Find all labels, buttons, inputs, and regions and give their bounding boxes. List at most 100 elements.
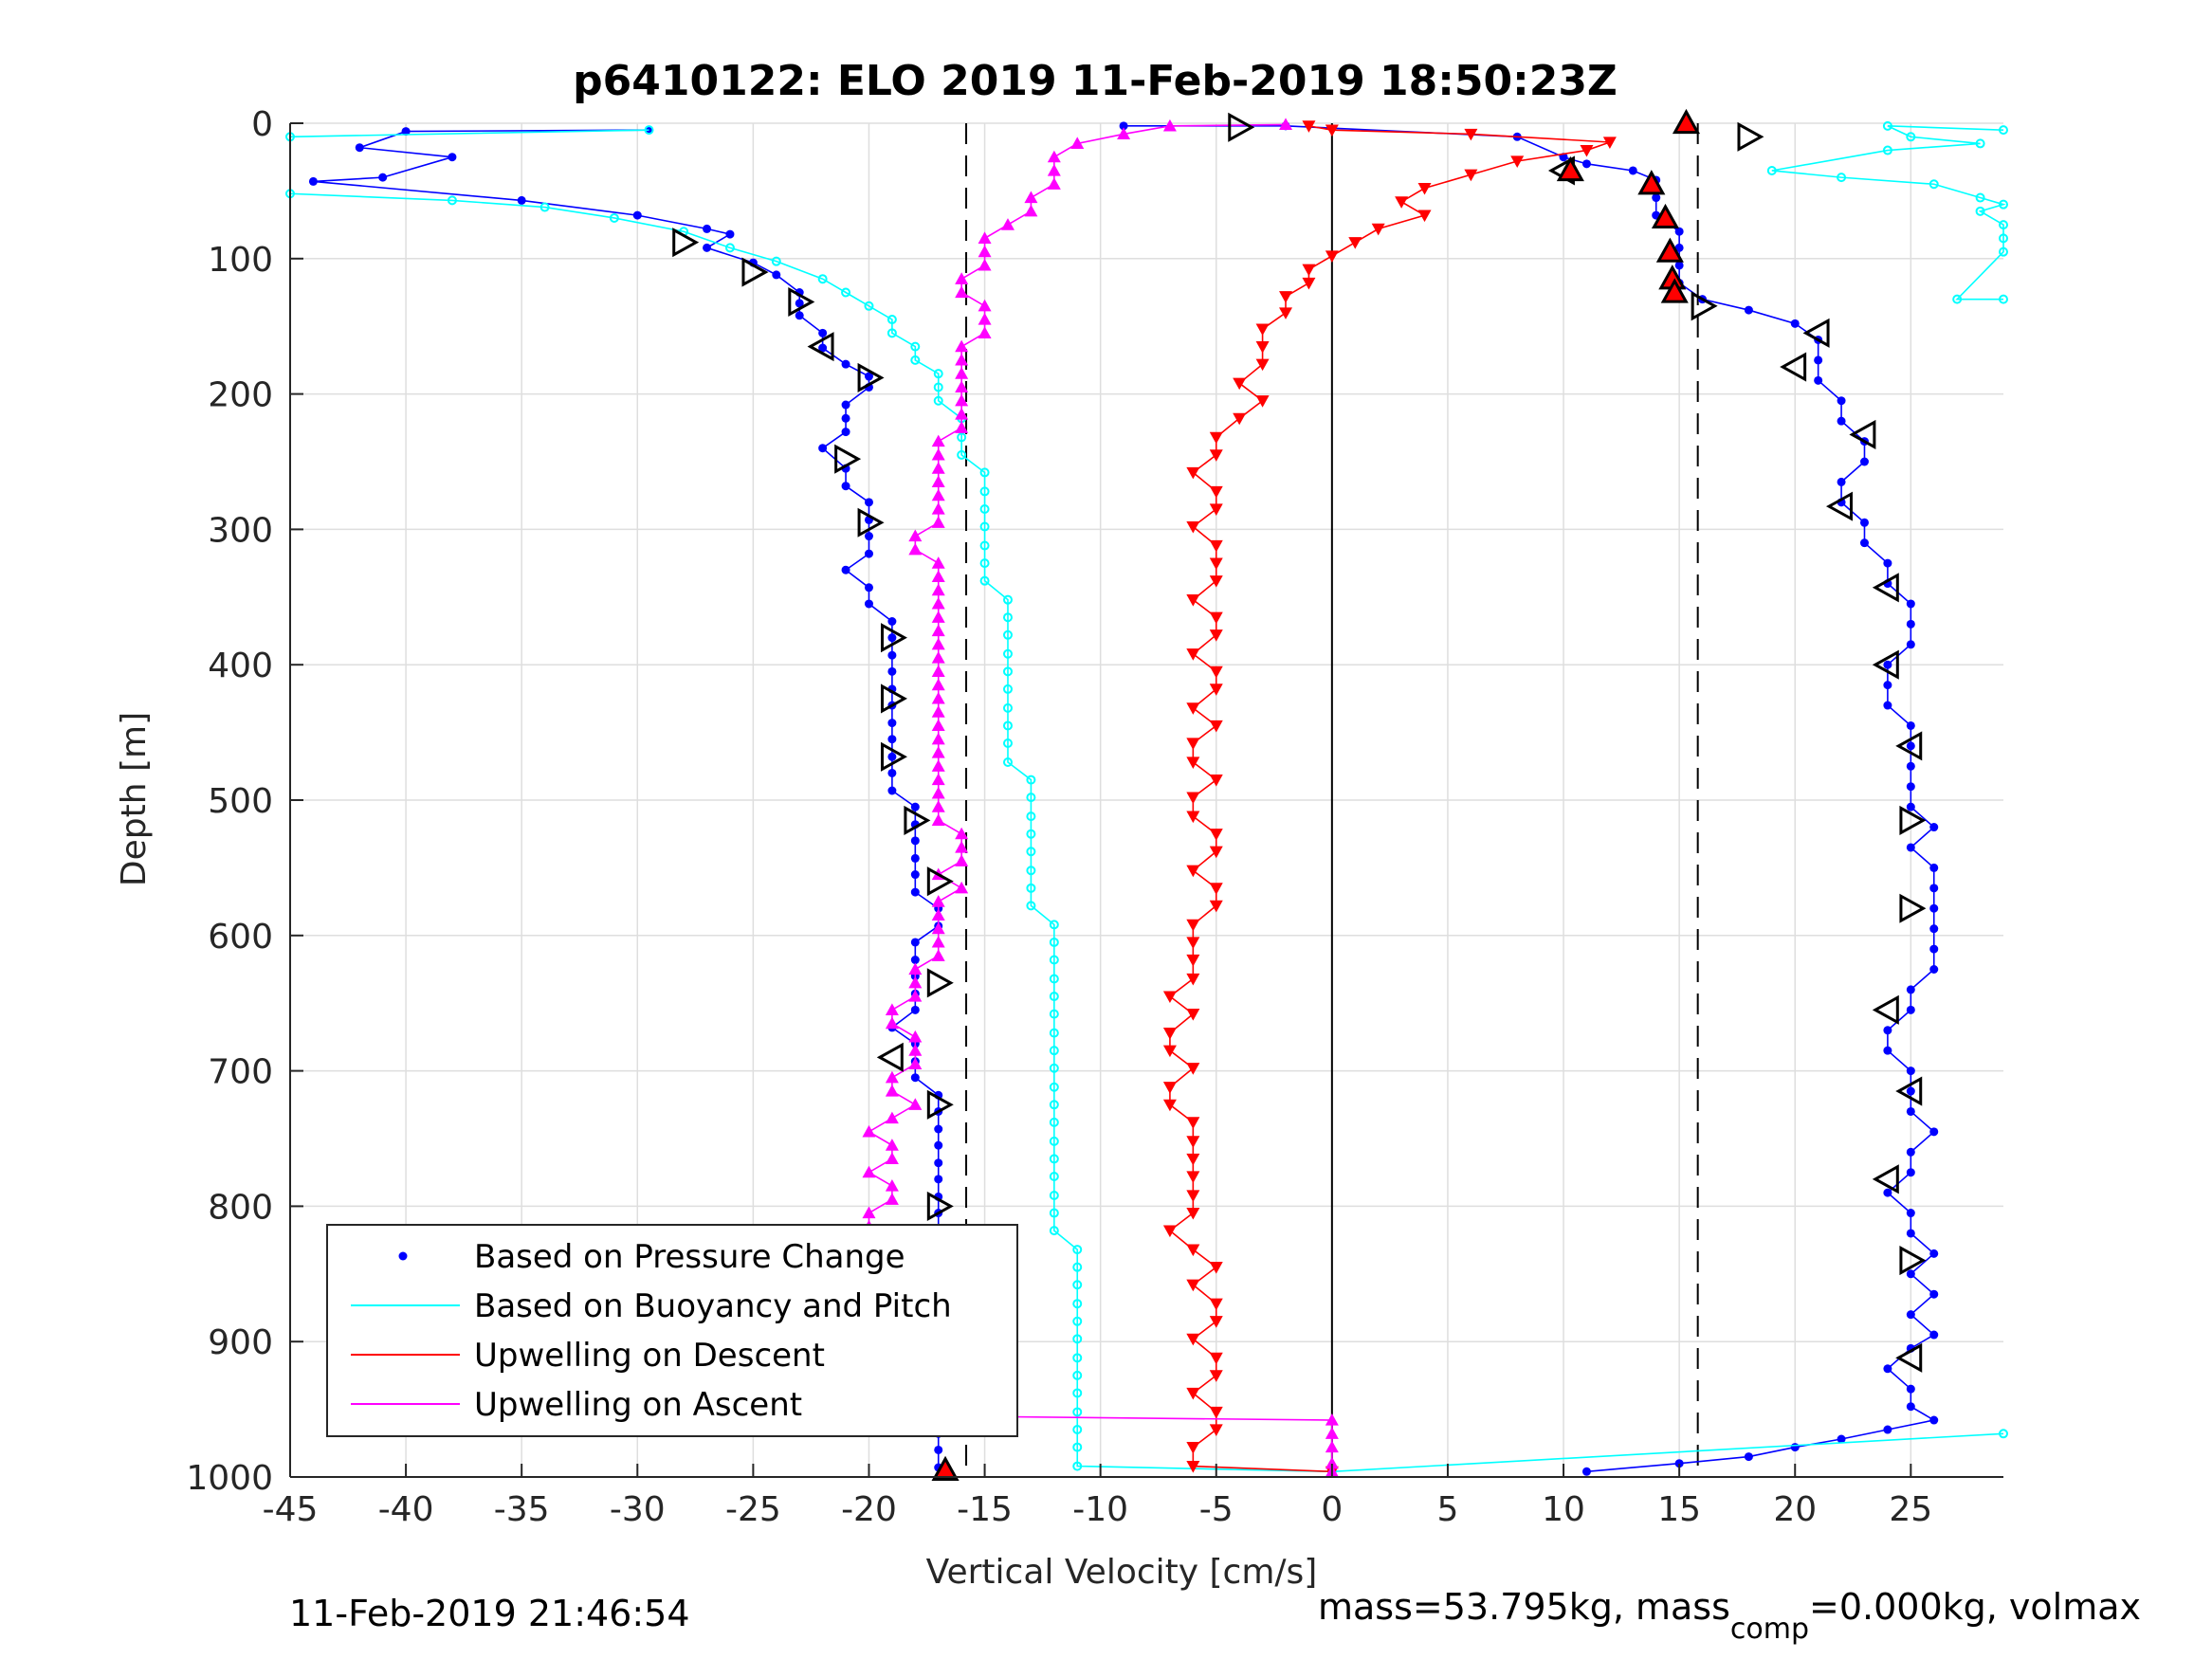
based-on-pressure-change-point — [841, 565, 850, 574]
upwelling-on-ascent-point — [931, 759, 945, 772]
y-tick-label: 200 — [208, 376, 273, 415]
upwelling-on-ascent-point — [931, 475, 945, 488]
based-on-buoyancy-and-pitch-point — [1999, 233, 2008, 244]
upwelling-on-descent-point — [1186, 648, 1200, 661]
based-on-pressure-change-point — [1581, 1467, 1591, 1476]
based-on-pressure-change-point — [1837, 416, 1846, 426]
legend-based-on-buoyancy-and-pitch-label: Based on Buoyancy and Pitch — [474, 1287, 952, 1325]
upwelling-on-descent-point — [1209, 539, 1223, 553]
upwelling-on-descent-point — [1209, 1424, 1223, 1437]
upwelling-on-descent-point — [1209, 900, 1223, 913]
based-on-buoyancy-and-pitch-point — [1026, 793, 1036, 803]
based-on-buoyancy-and-pitch-point — [1002, 720, 1013, 731]
upwelling-on-descent-point — [1162, 1082, 1177, 1094]
based-on-pressure-change-point — [887, 719, 897, 728]
based-on-pressure-change-point — [1906, 1402, 1915, 1412]
upwelling-on-descent-point — [1417, 182, 1432, 195]
upwelling-on-descent-point — [1186, 702, 1200, 715]
based-on-buoyancy-and-pitch-point — [887, 315, 897, 325]
upwelling-on-descent-point — [1209, 1262, 1223, 1274]
upwelling-on-ascent-point — [885, 1085, 899, 1097]
based-on-pressure-change-point — [910, 956, 920, 965]
based-on-pressure-change-point — [1674, 261, 1684, 270]
x-tick-label: -45 — [263, 1490, 319, 1529]
mass-footer-subscript: comp — [1730, 1613, 1809, 1646]
based-on-pressure-change-point — [1929, 1415, 1939, 1425]
y-tick-label: 900 — [208, 1323, 273, 1362]
x-tick-label: 0 — [1321, 1490, 1343, 1529]
upwelling-on-ascent-point — [978, 313, 992, 325]
based-on-pressure-change-point — [703, 243, 712, 252]
upwelling-on-ascent-point — [1279, 118, 1293, 131]
based-on-pressure-change-point — [517, 195, 526, 205]
marker-set-4-point — [926, 1191, 954, 1221]
marker-set-4-point — [880, 741, 907, 772]
upwelling-on-ascent-point — [978, 245, 992, 258]
based-on-pressure-change-point — [1883, 1364, 1892, 1374]
upwelling-on-descent-point — [1209, 1370, 1223, 1382]
based-on-buoyancy-and-pitch-point — [1882, 145, 1892, 155]
upwelling-on-ascent-point — [955, 367, 969, 379]
upwelling-on-descent-point — [1302, 264, 1316, 277]
based-on-pressure-change-point — [401, 127, 411, 137]
based-on-buoyancy-and-pitch-point — [1072, 1245, 1083, 1255]
based-on-buoyancy-and-pitch-point — [1049, 1046, 1059, 1056]
based-on-pressure-change-point — [910, 938, 920, 947]
based-on-buoyancy-and-pitch-point — [1049, 1100, 1059, 1110]
based-on-pressure-change-point — [1883, 1425, 1892, 1434]
based-on-buoyancy-and-pitch-point — [1049, 1117, 1059, 1127]
based-on-buoyancy-and-pitch-point — [1002, 702, 1013, 713]
based-on-buoyancy-and-pitch-point — [1049, 955, 1059, 965]
based-on-pressure-change-point — [910, 853, 920, 863]
based-on-buoyancy-and-pitch-point — [1049, 1009, 1059, 1019]
based-on-buoyancy-and-pitch-point — [1049, 1028, 1059, 1038]
based-on-buoyancy-and-pitch-point — [1049, 1082, 1059, 1092]
based-on-buoyancy-and-pitch-point — [1026, 811, 1036, 822]
based-on-pressure-change-point — [934, 1175, 943, 1184]
upwelling-on-descent-point — [1162, 1099, 1177, 1112]
upwelling-on-descent-point — [1325, 250, 1339, 263]
x-tick-label: -15 — [957, 1490, 1013, 1529]
upwelling-on-ascent-point — [931, 773, 945, 786]
based-on-pressure-change-point — [864, 372, 873, 381]
based-on-pressure-change-point — [1906, 1086, 1915, 1096]
based-on-buoyancy-and-pitch-point — [864, 301, 874, 311]
upwelling-on-ascent-point — [862, 1124, 876, 1138]
based-on-buoyancy-and-pitch-point — [1999, 125, 2008, 136]
based-on-pressure-change-point — [864, 583, 873, 592]
marker-set-4-point — [1737, 121, 1764, 152]
legend-based-on-pressure-change-swatch — [398, 1251, 408, 1261]
y-tick-label: 400 — [208, 647, 273, 685]
based-on-buoyancy-and-pitch-point — [1026, 866, 1036, 876]
based-on-pressure-change-point — [1929, 944, 1939, 954]
upwelling-on-descent-point — [1302, 120, 1316, 133]
x-tick-label: 5 — [1436, 1490, 1458, 1529]
based-on-pressure-change-point — [818, 343, 828, 353]
based-on-pressure-change-point — [1652, 193, 1661, 203]
upwelling-on-ascent-point — [885, 1016, 899, 1030]
based-on-pressure-change-point — [1906, 985, 1915, 994]
upwelling-on-descent-point — [1209, 684, 1223, 696]
upwelling-on-descent-point — [1417, 210, 1432, 223]
series-1 — [285, 120, 2008, 1477]
based-on-pressure-change-point — [887, 650, 897, 660]
upwelling-on-ascent-point — [955, 421, 969, 433]
upwelling-on-descent-point — [1186, 1063, 1200, 1075]
upwelling-on-descent-point — [1255, 358, 1270, 372]
marker-set-4-point — [857, 507, 885, 538]
based-on-buoyancy-and-pitch-point — [1975, 138, 1985, 149]
upwelling-on-ascent-point — [955, 272, 969, 284]
based-on-pressure-change-point — [1929, 924, 1939, 934]
upwelling-on-ascent-point — [1000, 218, 1015, 230]
x-tick-label: -30 — [610, 1490, 666, 1529]
x-tick-label: 20 — [1773, 1490, 1817, 1529]
upwelling-on-descent-point — [1209, 1352, 1223, 1365]
upwelling-on-ascent-point — [1047, 150, 1061, 163]
based-on-pressure-change-point — [910, 836, 920, 846]
upwelling-on-ascent-point — [908, 1098, 923, 1110]
based-on-buoyancy-and-pitch-point — [1999, 246, 2008, 257]
upwelling-on-descent-point — [1209, 883, 1223, 895]
based-on-buoyancy-and-pitch-point — [979, 521, 990, 532]
based-on-buoyancy-and-pitch-point — [1072, 1262, 1083, 1272]
based-on-pressure-change-point — [1859, 457, 1869, 466]
